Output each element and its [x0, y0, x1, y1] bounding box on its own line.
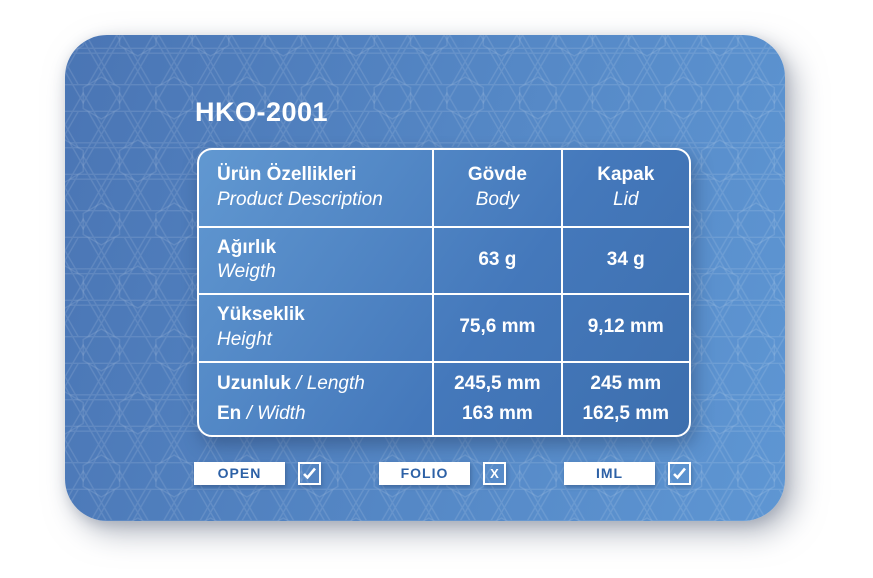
weight-label-cell: Ağırlık Weigth: [199, 227, 435, 295]
height-lid-value: 9,12 mm: [587, 316, 664, 338]
header-product-en: Product Description: [217, 188, 383, 210]
weight-label-en: Weigth: [217, 261, 276, 283]
weight-body-value: 63 g: [478, 248, 517, 270]
header-body-cell: Gövde Body: [434, 150, 563, 228]
height-label-en: Height: [217, 328, 272, 350]
header-lid-en: Lid: [613, 188, 639, 210]
check-mark-icon: [303, 467, 316, 479]
width-body-value: 163 mm: [461, 402, 533, 424]
length-body-value: 245,5 mm: [454, 373, 541, 395]
weight-body-cell: 63 g: [434, 227, 563, 295]
spec-table: Ürün Özellikleri Product Description Göv…: [197, 148, 691, 437]
height-body-value: 75,6 mm: [459, 316, 536, 338]
folio-label: FOLIO: [379, 461, 470, 485]
header-lid-tr: Kapak: [597, 164, 655, 186]
product-title: HKO-2001: [195, 97, 329, 127]
weight-lid-value: 34 g: [606, 248, 645, 270]
open-checkbox[interactable]: X: [298, 461, 321, 485]
header-product-tr: Ürün Özellikleri: [217, 164, 357, 186]
options-bar: OPEN X FOLIO X IML X: [194, 461, 691, 485]
dimensions-label-cell: Uzunluk / Length En / Width: [199, 362, 435, 435]
width-label-tr: En: [217, 402, 242, 424]
product-spec-card: HKO-2001 Ürün Özellikleri Product Descri…: [65, 35, 785, 521]
height-lid-cell: 9,12 mm: [562, 295, 689, 363]
height-label-tr: Yükseklik: [217, 303, 305, 325]
header-lid-cell: Kapak Lid: [562, 150, 689, 228]
check-mark-icon: [673, 467, 686, 479]
dimensions-lid-cell: 245 mm 162,5 mm: [563, 363, 689, 435]
option-open: OPEN X: [194, 461, 321, 485]
length-label-en: / Length: [296, 373, 365, 395]
open-label: OPEN: [194, 461, 285, 485]
height-label-cell: Yükseklik Height: [199, 294, 435, 363]
folio-checkbox[interactable]: X: [483, 461, 506, 485]
length-label-tr: Uzunluk: [217, 373, 291, 395]
height-body-cell: 75,6 mm: [434, 294, 563, 363]
width-label-en: / Width: [246, 402, 306, 424]
dimensions-body-cell: 245,5 mm 163 mm: [434, 362, 563, 435]
length-lid-value: 245 mm: [590, 373, 662, 395]
iml-label: IML: [564, 461, 655, 485]
width-lid-value: 162,5 mm: [582, 402, 670, 424]
weight-lid-cell: 34 g: [562, 228, 689, 295]
weight-label-tr: Ağırlık: [217, 236, 277, 258]
header-product-cell: Ürün Özellikleri Product Description: [199, 150, 435, 228]
header-body-tr: Gövde: [467, 164, 527, 186]
option-folio: FOLIO X: [379, 461, 506, 485]
header-body-en: Body: [475, 188, 520, 210]
iml-checkbox[interactable]: X: [668, 461, 691, 485]
option-iml: IML X: [564, 461, 691, 485]
cross-mark-icon: X: [490, 465, 499, 481]
